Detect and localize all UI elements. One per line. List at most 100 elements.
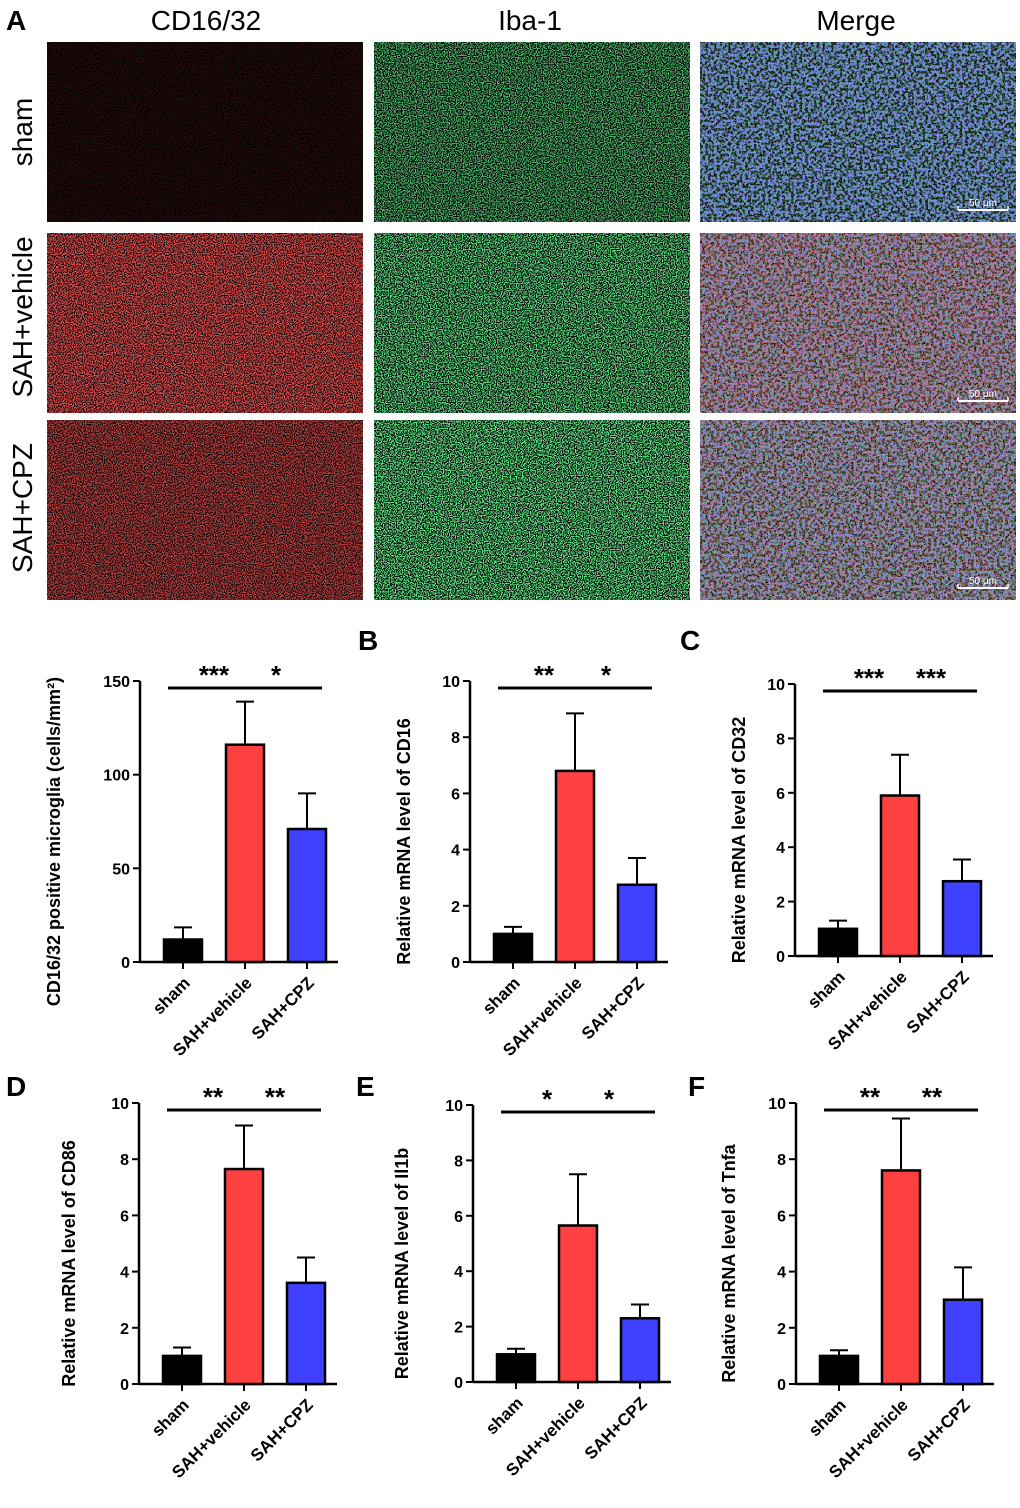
chart-cd16: B 0 2 4 6 8 10 Relative mRNA level of CD16 sham S… xyxy=(358,625,668,1060)
y-axis-title: Relative mRNA level of Tnfa xyxy=(719,1143,739,1382)
significance-label: * xyxy=(271,660,282,690)
significance-1-2: * xyxy=(569,1084,655,1114)
bar-sham xyxy=(818,1354,860,1386)
panel-letter-d: D xyxy=(6,1071,26,1102)
y-tick-label: 2 xyxy=(776,895,785,912)
y-tick-label: 2 xyxy=(777,1321,786,1338)
y-tick-label: 150 xyxy=(103,674,130,691)
significance-label: * xyxy=(601,660,612,690)
error-bar-sah-vehicle xyxy=(569,1173,587,1226)
y-tick-label: 2 xyxy=(451,899,460,916)
significance-label: ** xyxy=(860,1082,881,1112)
y-tick-label: 8 xyxy=(451,730,460,747)
significance-label: *** xyxy=(916,663,947,693)
micrograph-sham-cd16-32 xyxy=(47,42,363,222)
column-header-iba1: Iba-1 xyxy=(498,5,562,36)
x-tick-label-sah-cpz: SAH+CPZ xyxy=(904,1395,974,1465)
y-axis-title: Relative mRNA level of CD86 xyxy=(59,1140,79,1386)
bar-sah-vehicle xyxy=(224,743,266,964)
micrograph-sah-cpz-merge: 50 μm xyxy=(700,420,1016,600)
panel-letter-c: C xyxy=(680,625,700,656)
error-bar-sah-cpz xyxy=(953,858,971,882)
scale-bar-label: 50 μm xyxy=(969,576,997,587)
error-bar-sah-cpz xyxy=(631,1303,649,1319)
bar-sah-cpz xyxy=(616,883,658,964)
y-tick-label: 6 xyxy=(777,1208,786,1225)
y-tick-label: 2 xyxy=(454,1320,463,1337)
micrograph-sah-cpz-cd16-32 xyxy=(47,420,363,600)
chart-cd32: C 0 2 4 6 8 10 Relative mRNA level of CD32 sham S… xyxy=(680,625,993,1054)
error-bar-sham xyxy=(504,925,522,934)
chart-tnfa: F 0 2 4 6 8 10 Relative mRNA level of Tnfa sham S… xyxy=(688,1071,994,1482)
bar-sah-vehicle xyxy=(554,769,596,964)
panel-letter-f: F xyxy=(688,1071,705,1102)
y-tick-label: 8 xyxy=(777,1152,786,1169)
error-bar-sham xyxy=(174,926,192,940)
micrograph-sah-vehicle-iba-1 xyxy=(374,233,690,413)
x-tick-label-sah-cpz: SAH+CPZ xyxy=(247,1395,317,1465)
row-label-sah-vehicle: SAH+vehicle xyxy=(7,236,38,397)
y-tick-label: 10 xyxy=(768,1096,786,1113)
significance-1-2: ** xyxy=(892,1082,978,1112)
chart-cd86: D 0 2 4 6 8 10 Relative mRNA level of CD86 sham S… xyxy=(6,1071,337,1482)
error-bar-sah-vehicle xyxy=(892,1117,910,1171)
significance-label: ** xyxy=(203,1082,224,1112)
x-tick-label-sham: sham xyxy=(804,967,849,1012)
micrograph-sham-iba-1 xyxy=(374,42,690,222)
y-tick-label: 4 xyxy=(120,1265,129,1282)
chart-il1b: E 0 2 4 6 8 10 Relative mRNA level of Il1b sham S… xyxy=(356,1071,671,1480)
error-bar-sah-vehicle xyxy=(891,753,909,796)
error-bar-sah-vehicle xyxy=(236,700,254,745)
significance-1-2: * xyxy=(236,660,322,690)
panel-letter-b: B xyxy=(358,625,378,656)
bar-sah-cpz xyxy=(619,1317,661,1384)
significance-0-1: * xyxy=(501,1084,587,1114)
significance-label: ** xyxy=(922,1082,943,1112)
x-tick-label-sham: sham xyxy=(479,973,524,1018)
significance-label: *** xyxy=(854,663,885,693)
significance-0-1: ** xyxy=(824,1082,910,1112)
y-tick-label: 0 xyxy=(454,1375,463,1392)
bar-sah-vehicle xyxy=(223,1167,265,1386)
significance-label: ** xyxy=(265,1082,286,1112)
x-tick-label-sham: sham xyxy=(482,1393,527,1438)
error-bar-sah-cpz xyxy=(628,857,646,885)
y-tick-label: 4 xyxy=(776,840,785,857)
scale-bar: 50 μm xyxy=(957,576,1009,589)
y-axis-title: Relative mRNA level of CD32 xyxy=(729,717,749,963)
y-tick-label: 8 xyxy=(776,731,785,748)
x-tick-label-sah-cpz: SAH+CPZ xyxy=(248,973,318,1043)
error-bar-sah-vehicle xyxy=(566,712,584,771)
y-tick-label: 10 xyxy=(442,674,460,691)
scale-bar: 50 μm xyxy=(957,198,1009,211)
bar-sham xyxy=(492,932,534,964)
error-bar-sham xyxy=(507,1347,525,1355)
x-tick-label-sham: sham xyxy=(805,1395,850,1440)
y-tick-label: 10 xyxy=(445,1098,463,1115)
y-tick-label: 4 xyxy=(777,1265,786,1282)
x-tick-label-sah-cpz: SAH+CPZ xyxy=(581,1393,651,1463)
y-tick-label: 50 xyxy=(112,861,130,878)
micrograph-grid: 50 μm 50 μm 50 μm xyxy=(47,42,1016,600)
micrograph-sah-vehicle-merge: 50 μm xyxy=(700,233,1016,413)
significance-1-2: * xyxy=(566,660,652,690)
y-tick-label: 0 xyxy=(777,1377,786,1394)
y-axis-title: CD16/32 positive microglia (cells/mm²) xyxy=(44,677,64,1006)
error-bar-sah-cpz xyxy=(954,1266,972,1300)
significance-label: * xyxy=(604,1084,615,1114)
x-tick-label-sah-cpz: SAH+CPZ xyxy=(903,967,973,1037)
scale-bar-label: 50 μm xyxy=(969,389,997,400)
bar-sah-vehicle xyxy=(557,1224,599,1384)
micrograph-sah-cpz-iba-1 xyxy=(374,420,690,600)
significance-label: ** xyxy=(534,660,555,690)
error-bar-sham xyxy=(829,919,847,929)
error-bar-sah-cpz xyxy=(298,792,316,829)
bar-sah-cpz xyxy=(942,1298,984,1386)
column-header-merge: Merge xyxy=(816,5,895,36)
bar-sah-cpz xyxy=(285,1281,327,1386)
row-label-sah-cpz: SAH+CPZ xyxy=(7,443,38,573)
column-header-cd16-32: CD16/32 xyxy=(151,5,262,36)
error-bar-sah-cpz xyxy=(297,1256,315,1283)
